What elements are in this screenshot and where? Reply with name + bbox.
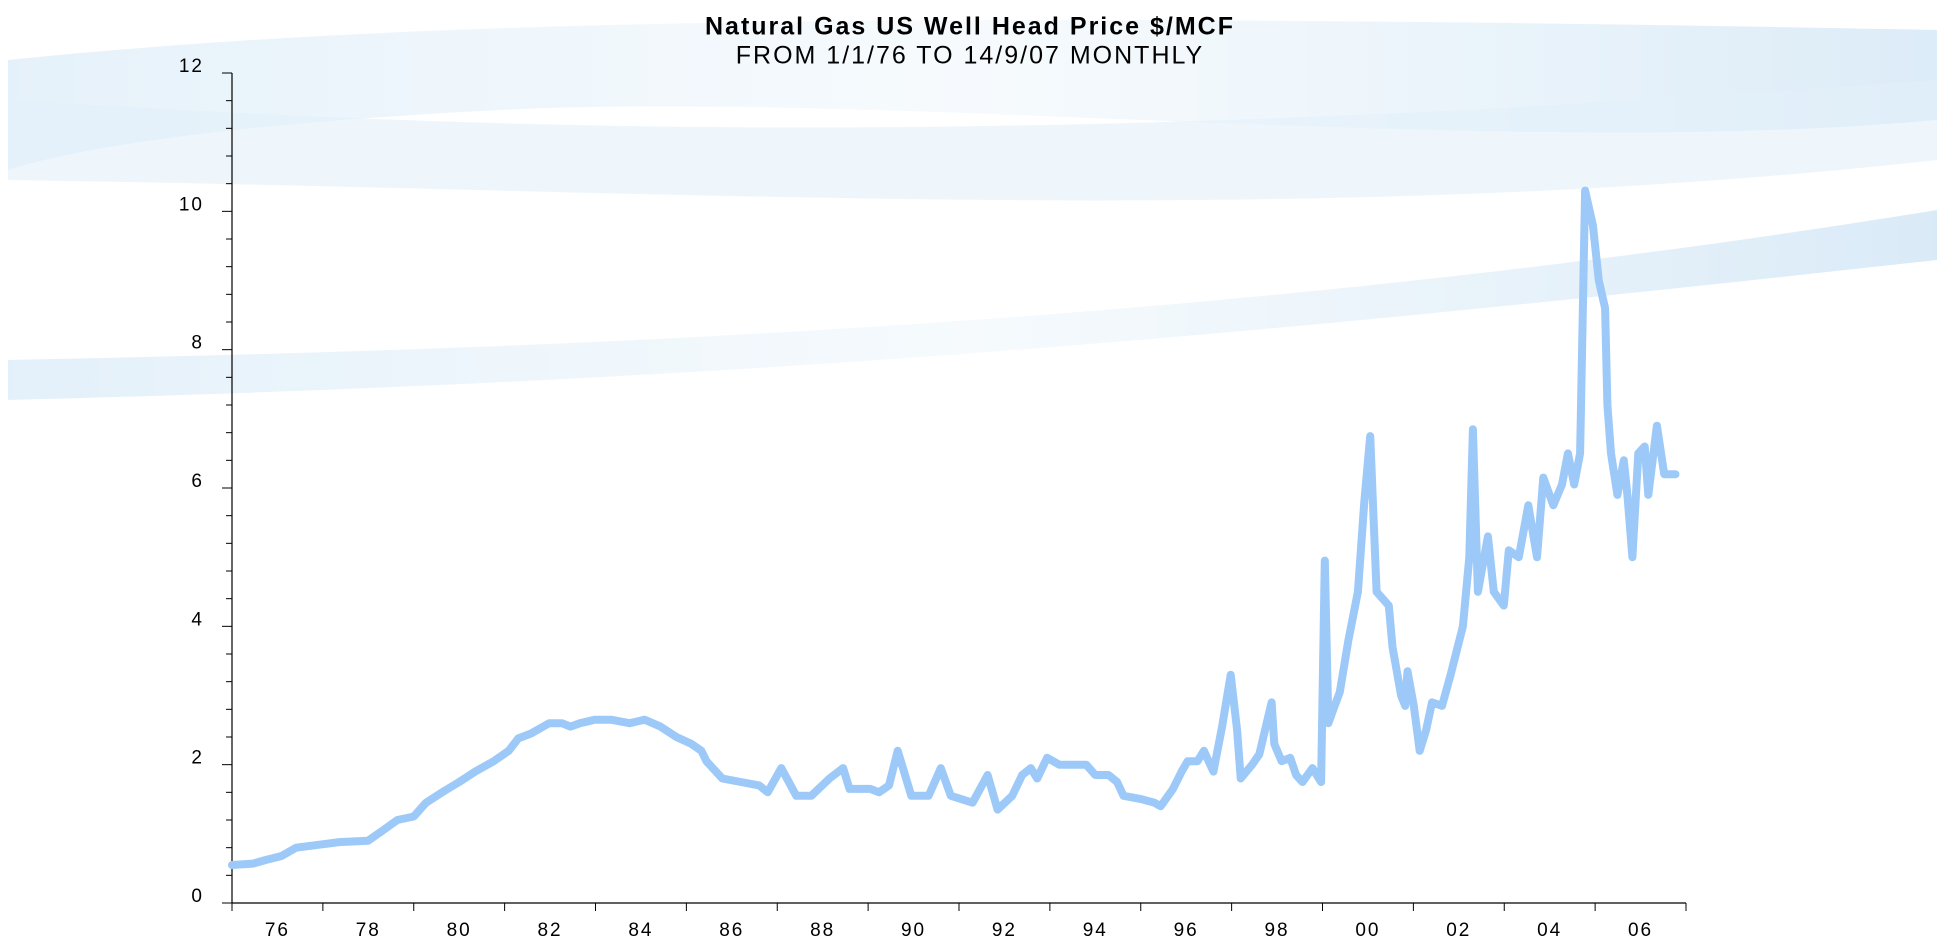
x-tick-label: 96: [1174, 920, 1199, 941]
y-tick-label: 6: [191, 471, 204, 492]
y-tick-label: 4: [191, 609, 204, 630]
chart-subtitle: FROM 1/1/76 TO 14/9/07 MONTHLY: [736, 42, 1204, 70]
x-tick-label: 02: [1446, 920, 1471, 941]
x-tick-label: 86: [719, 920, 744, 941]
y-tick-label: 0: [191, 886, 204, 907]
data-line: [228, 186, 1680, 869]
background-swoosh: [8, 20, 1937, 400]
x-tick-label: 88: [810, 920, 835, 941]
x-tick-label: 04: [1537, 920, 1562, 941]
chart-title: Natural Gas US Well Head Price $/MCF: [705, 13, 1235, 41]
y-tick-label: 10: [179, 194, 204, 215]
x-tick-label: 00: [1355, 920, 1380, 941]
x-tick-label: 84: [628, 920, 653, 941]
x-tick-label: 76: [265, 920, 290, 941]
x-tick-label: 90: [901, 920, 926, 941]
x-tick-label: 82: [537, 920, 562, 941]
x-tick-label: 98: [1264, 920, 1289, 941]
y-tick-label: 12: [179, 56, 204, 77]
x-tick-label: 94: [1083, 920, 1108, 941]
x-tick-label: 92: [992, 920, 1017, 941]
y-tick-label: 2: [191, 748, 204, 769]
x-tick-label: 06: [1628, 920, 1653, 941]
x-tick-label: 78: [356, 920, 381, 941]
y-tick-label: 8: [191, 333, 204, 354]
x-tick-label: 80: [447, 920, 472, 941]
